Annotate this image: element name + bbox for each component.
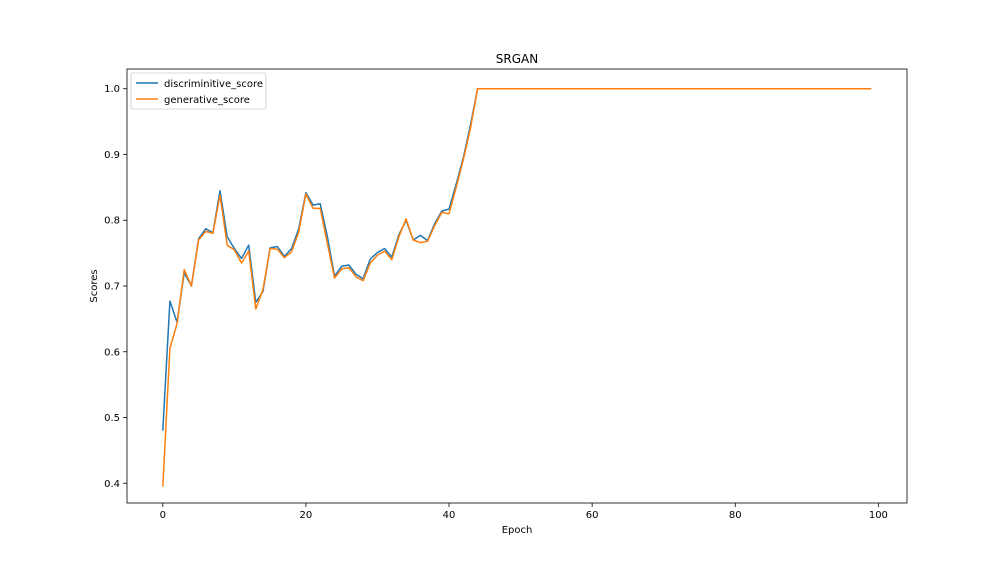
legend: discriminitive_score generative_score — [130, 72, 267, 110]
y-tick-label: 0.5 — [104, 413, 120, 424]
x-tick-label: 80 — [729, 510, 742, 521]
y-tick-label: 0.7 — [104, 282, 120, 293]
series-line-0 — [162, 87, 872, 431]
y-axis-ticks: 0.4 0.5 0.6 0.7 0.8 0.9 1.0 — [104, 84, 127, 490]
x-tick-label: 0 — [160, 510, 166, 521]
y-tick-label: 0.9 — [104, 150, 120, 161]
y-tick-label: 1.0 — [104, 84, 120, 95]
x-tick-label: 100 — [869, 510, 888, 521]
y-tick-label: 0.6 — [104, 347, 120, 358]
y-tick-label: 0.4 — [104, 479, 120, 490]
y-tick-label: 0.8 — [104, 216, 120, 227]
x-axis-label: Epoch — [502, 525, 533, 536]
x-axis-ticks: 0 20 40 60 80 100 — [160, 503, 888, 521]
plot-frame — [126, 68, 908, 504]
legend-label-generative: generative_score — [164, 95, 250, 106]
series-layer — [162, 87, 872, 487]
legend-label-discriminitive: discriminitive_score — [164, 79, 263, 90]
legend-box — [130, 72, 267, 110]
series-line-1 — [162, 87, 872, 487]
x-tick-label: 60 — [586, 510, 599, 521]
x-tick-label: 20 — [300, 510, 313, 521]
chart-title: SRGAN — [496, 52, 538, 66]
y-axis-label: Scores — [89, 269, 100, 302]
x-tick-label: 40 — [443, 510, 456, 521]
